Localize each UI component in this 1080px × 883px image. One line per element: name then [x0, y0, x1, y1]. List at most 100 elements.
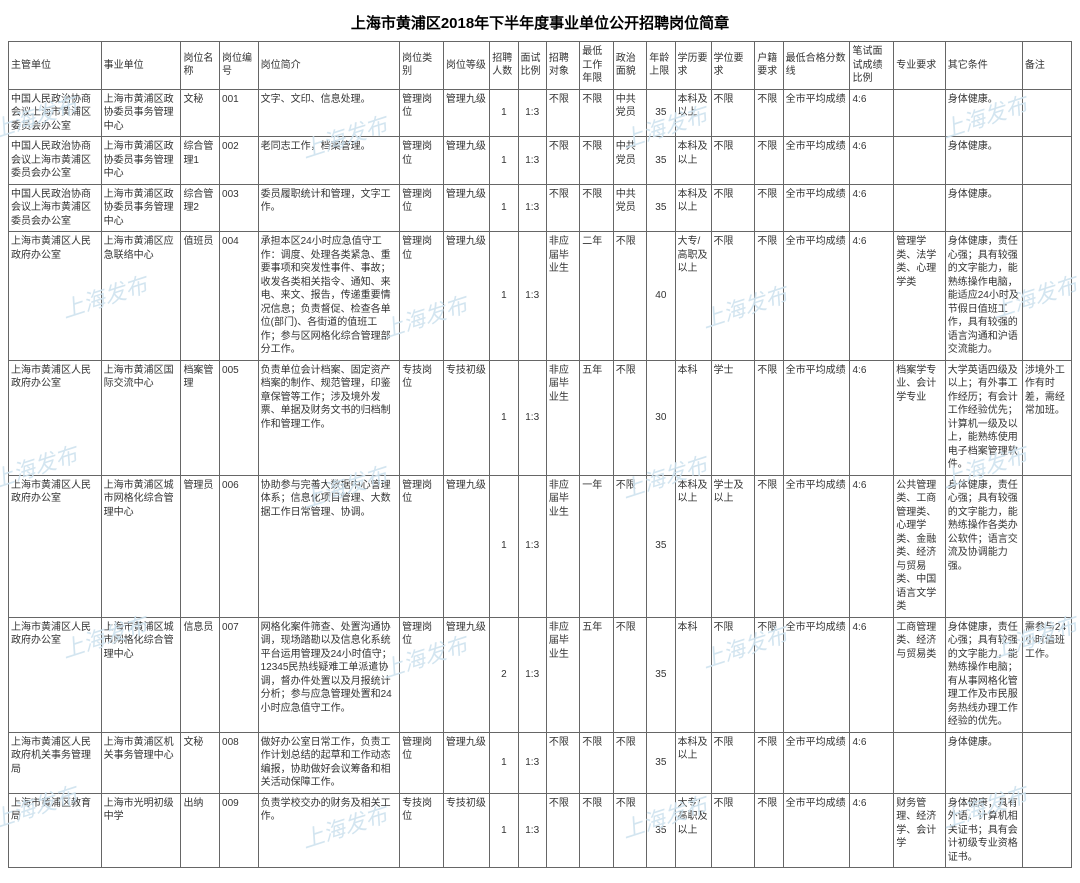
cell: 学士: [711, 360, 755, 475]
cell: 需参与24小时值班工作。: [1022, 617, 1071, 732]
cell: 管理岗位: [400, 617, 444, 732]
cell: 身体健康。: [945, 89, 1022, 137]
cell: 4:6: [850, 360, 894, 475]
cell: 信息员: [181, 617, 220, 732]
cell: 协助参与完善大数据中心管理体系；信息化项目管理、大数据工作日常管理、协调。: [258, 475, 400, 617]
cell: 不限: [613, 793, 646, 868]
cell: 全市平均成绩: [783, 475, 850, 617]
header-row: 主管单位事业单位岗位名称岗位编号岗位简介岗位类别岗位等级招聘人数面试比例招聘对象…: [9, 42, 1072, 90]
cell: 不限: [580, 137, 613, 185]
cell: 全市平均成绩: [783, 89, 850, 137]
cell: 全市平均成绩: [783, 360, 850, 475]
cell: 五年: [580, 617, 613, 732]
cell: 身体健康。: [945, 184, 1022, 232]
cell: 上海市黄浦区城市网格化综合管理中心: [101, 475, 181, 617]
cell: 管理九级: [443, 184, 489, 232]
cell: 003: [220, 184, 259, 232]
cell: [1022, 475, 1071, 617]
cell: 中共党员: [613, 137, 646, 185]
table-row: 上海市黄浦区教育局上海市光明初级中学出纳009负责学校交办的财务及相关工作。专技…: [9, 793, 1072, 868]
col-c11: 政治面貌: [613, 42, 646, 90]
cell: 身体健康。: [945, 732, 1022, 793]
cell: 上海市黄浦区机关事务管理中心: [101, 732, 181, 793]
cell: 005: [220, 360, 259, 475]
col-c3: 岗位编号: [220, 42, 259, 90]
cell: 专技初级: [443, 360, 489, 475]
col-c8: 面试比例: [518, 42, 546, 90]
cell: 不限: [580, 184, 613, 232]
cell: 本科及以上: [675, 184, 711, 232]
cell: 4:6: [850, 232, 894, 361]
cell: 1: [490, 360, 518, 475]
cell: 1:3: [518, 360, 546, 475]
cell: 本科及以上: [675, 732, 711, 793]
col-c15: 户籍要求: [755, 42, 783, 90]
col-c2: 岗位名称: [181, 42, 220, 90]
cell: 1:3: [518, 184, 546, 232]
cell: 1:3: [518, 232, 546, 361]
cell: 004: [220, 232, 259, 361]
cell: 007: [220, 617, 259, 732]
table-row: 中国人民政治协商会议上海市黄浦区委员会办公室上海市黄浦区政协委员事务管理中心综合…: [9, 184, 1072, 232]
cell: 不限: [711, 184, 755, 232]
cell: 1: [490, 793, 518, 868]
cell: 五年: [580, 360, 613, 475]
cell: 4:6: [850, 89, 894, 137]
cell: 不限: [580, 793, 613, 868]
cell: 档案学专业、会计学专业: [894, 360, 945, 475]
cell: 1:3: [518, 732, 546, 793]
cell: 1:3: [518, 793, 546, 868]
cell: 1: [490, 89, 518, 137]
cell: 负责单位会计档案、固定资产档案的制作、规范管理，印鉴章保管等工作；涉及境外发票、…: [258, 360, 400, 475]
cell: [1022, 89, 1071, 137]
cell: 中国人民政治协商会议上海市黄浦区委员会办公室: [9, 89, 102, 137]
cell: 委员履职统计和管理，文字工作。: [258, 184, 400, 232]
cell: 全市平均成绩: [783, 232, 850, 361]
cell: 006: [220, 475, 259, 617]
cell: 35: [647, 475, 675, 617]
cell: 负责学校交办的财务及相关工作。: [258, 793, 400, 868]
cell: 上海市黄浦区政协委员事务管理中心: [101, 89, 181, 137]
cell: 文字、文印、信息处理。: [258, 89, 400, 137]
col-c18: 专业要求: [894, 42, 945, 90]
cell: 35: [647, 89, 675, 137]
cell: 4:6: [850, 617, 894, 732]
cell: 不限: [613, 732, 646, 793]
cell: 非应届毕业生: [546, 475, 579, 617]
cell: 大专/高职及以上: [675, 232, 711, 361]
cell: 专技初级: [443, 793, 489, 868]
cell: 上海市黄浦区教育局: [9, 793, 102, 868]
col-c9: 招聘对象: [546, 42, 579, 90]
cell: 专技岗位: [400, 793, 444, 868]
table-row: 上海市黄浦区人民政府办公室上海市黄浦区国际交流中心档案管理005负责单位会计档案…: [9, 360, 1072, 475]
cell: 不限: [546, 184, 579, 232]
cell: 不限: [613, 475, 646, 617]
cell: 上海市黄浦区人民政府办公室: [9, 232, 102, 361]
cell: 值班员: [181, 232, 220, 361]
cell: 不限: [580, 89, 613, 137]
cell: 35: [647, 184, 675, 232]
cell: 1: [490, 475, 518, 617]
cell: 档案管理: [181, 360, 220, 475]
col-c13: 学历要求: [675, 42, 711, 90]
cell: 35: [647, 793, 675, 868]
cell: 不限: [755, 360, 783, 475]
cell: 上海市黄浦区国际交流中心: [101, 360, 181, 475]
cell: 大专/高职及以上: [675, 793, 711, 868]
cell: 二年: [580, 232, 613, 361]
cell: [1022, 137, 1071, 185]
col-c0: 主管单位: [9, 42, 102, 90]
cell: 非应届毕业生: [546, 360, 579, 475]
cell: 1:3: [518, 475, 546, 617]
cell: 不限: [711, 617, 755, 732]
cell: 不限: [711, 137, 755, 185]
cell: 管理九级: [443, 475, 489, 617]
cell: 不限: [755, 184, 783, 232]
cell: 不限: [613, 360, 646, 475]
cell: 不限: [613, 232, 646, 361]
cell: 1:3: [518, 617, 546, 732]
cell: 全市平均成绩: [783, 617, 850, 732]
cell: 1:3: [518, 137, 546, 185]
cell: 4:6: [850, 184, 894, 232]
cell: 涉境外工作有时差，需经常加班。: [1022, 360, 1071, 475]
